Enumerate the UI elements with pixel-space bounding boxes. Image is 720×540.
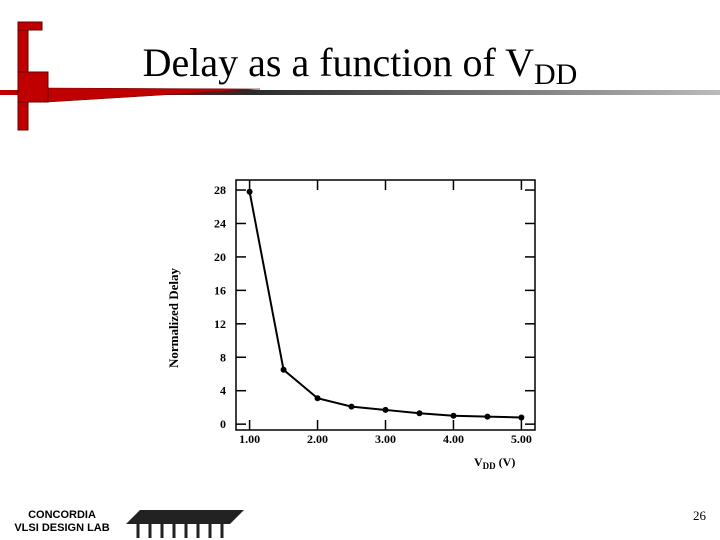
data-point: [314, 395, 321, 402]
y-tick-label: 8: [220, 350, 226, 364]
y-axis-label: Normalized Delay: [166, 268, 181, 369]
x-tick-label: 5.00: [511, 432, 532, 446]
logo-line2: VLSI DESIGN LAB: [14, 522, 109, 534]
slide-title: Delay as a function of VDD: [143, 40, 578, 91]
x-label-main: V: [474, 455, 483, 469]
y-tick-label: 16: [214, 283, 226, 297]
logo-line1: CONCORDIA: [28, 509, 96, 521]
title-main: Delay as a function of V: [143, 40, 534, 85]
data-point: [484, 413, 491, 420]
data-point: [246, 188, 253, 195]
logo: CONCORDIA VLSI DESIGN LAB: [14, 509, 244, 538]
data-point: [450, 412, 457, 419]
x-tick-label: 4.00: [443, 432, 464, 446]
data-point: [348, 403, 355, 410]
y-tick-label: 28: [214, 183, 226, 197]
data-point: [280, 366, 287, 373]
x-tick-label: 3.00: [375, 432, 396, 446]
x-tick-label: 1.00: [239, 432, 260, 446]
x-label-subscript: DD: [483, 461, 496, 471]
x-tick-label: 2.00: [307, 432, 328, 446]
y-tick-label: 0: [220, 417, 226, 431]
x-label-unit: (V): [499, 455, 516, 469]
plot-frame: [235, 179, 536, 431]
data-point: [416, 410, 423, 417]
data-point: [518, 414, 525, 421]
slide-decoration: [0, 21, 720, 131]
page-number: 26: [693, 508, 707, 523]
title-subscript: DD: [534, 58, 577, 91]
plot: 0 4 8 12 16 20 24 28 1.00 2.00 3.00 4.00 5.00: [214, 179, 536, 446]
y-tick-label: 12: [214, 317, 226, 331]
y-tick-label: 20: [214, 250, 226, 264]
y-tick-label: 24: [214, 216, 226, 230]
data-line: [248, 191, 522, 419]
x-axis-label: VDD (V): [474, 455, 515, 471]
y-tick-label: 4: [220, 384, 226, 398]
data-point: [382, 406, 389, 413]
